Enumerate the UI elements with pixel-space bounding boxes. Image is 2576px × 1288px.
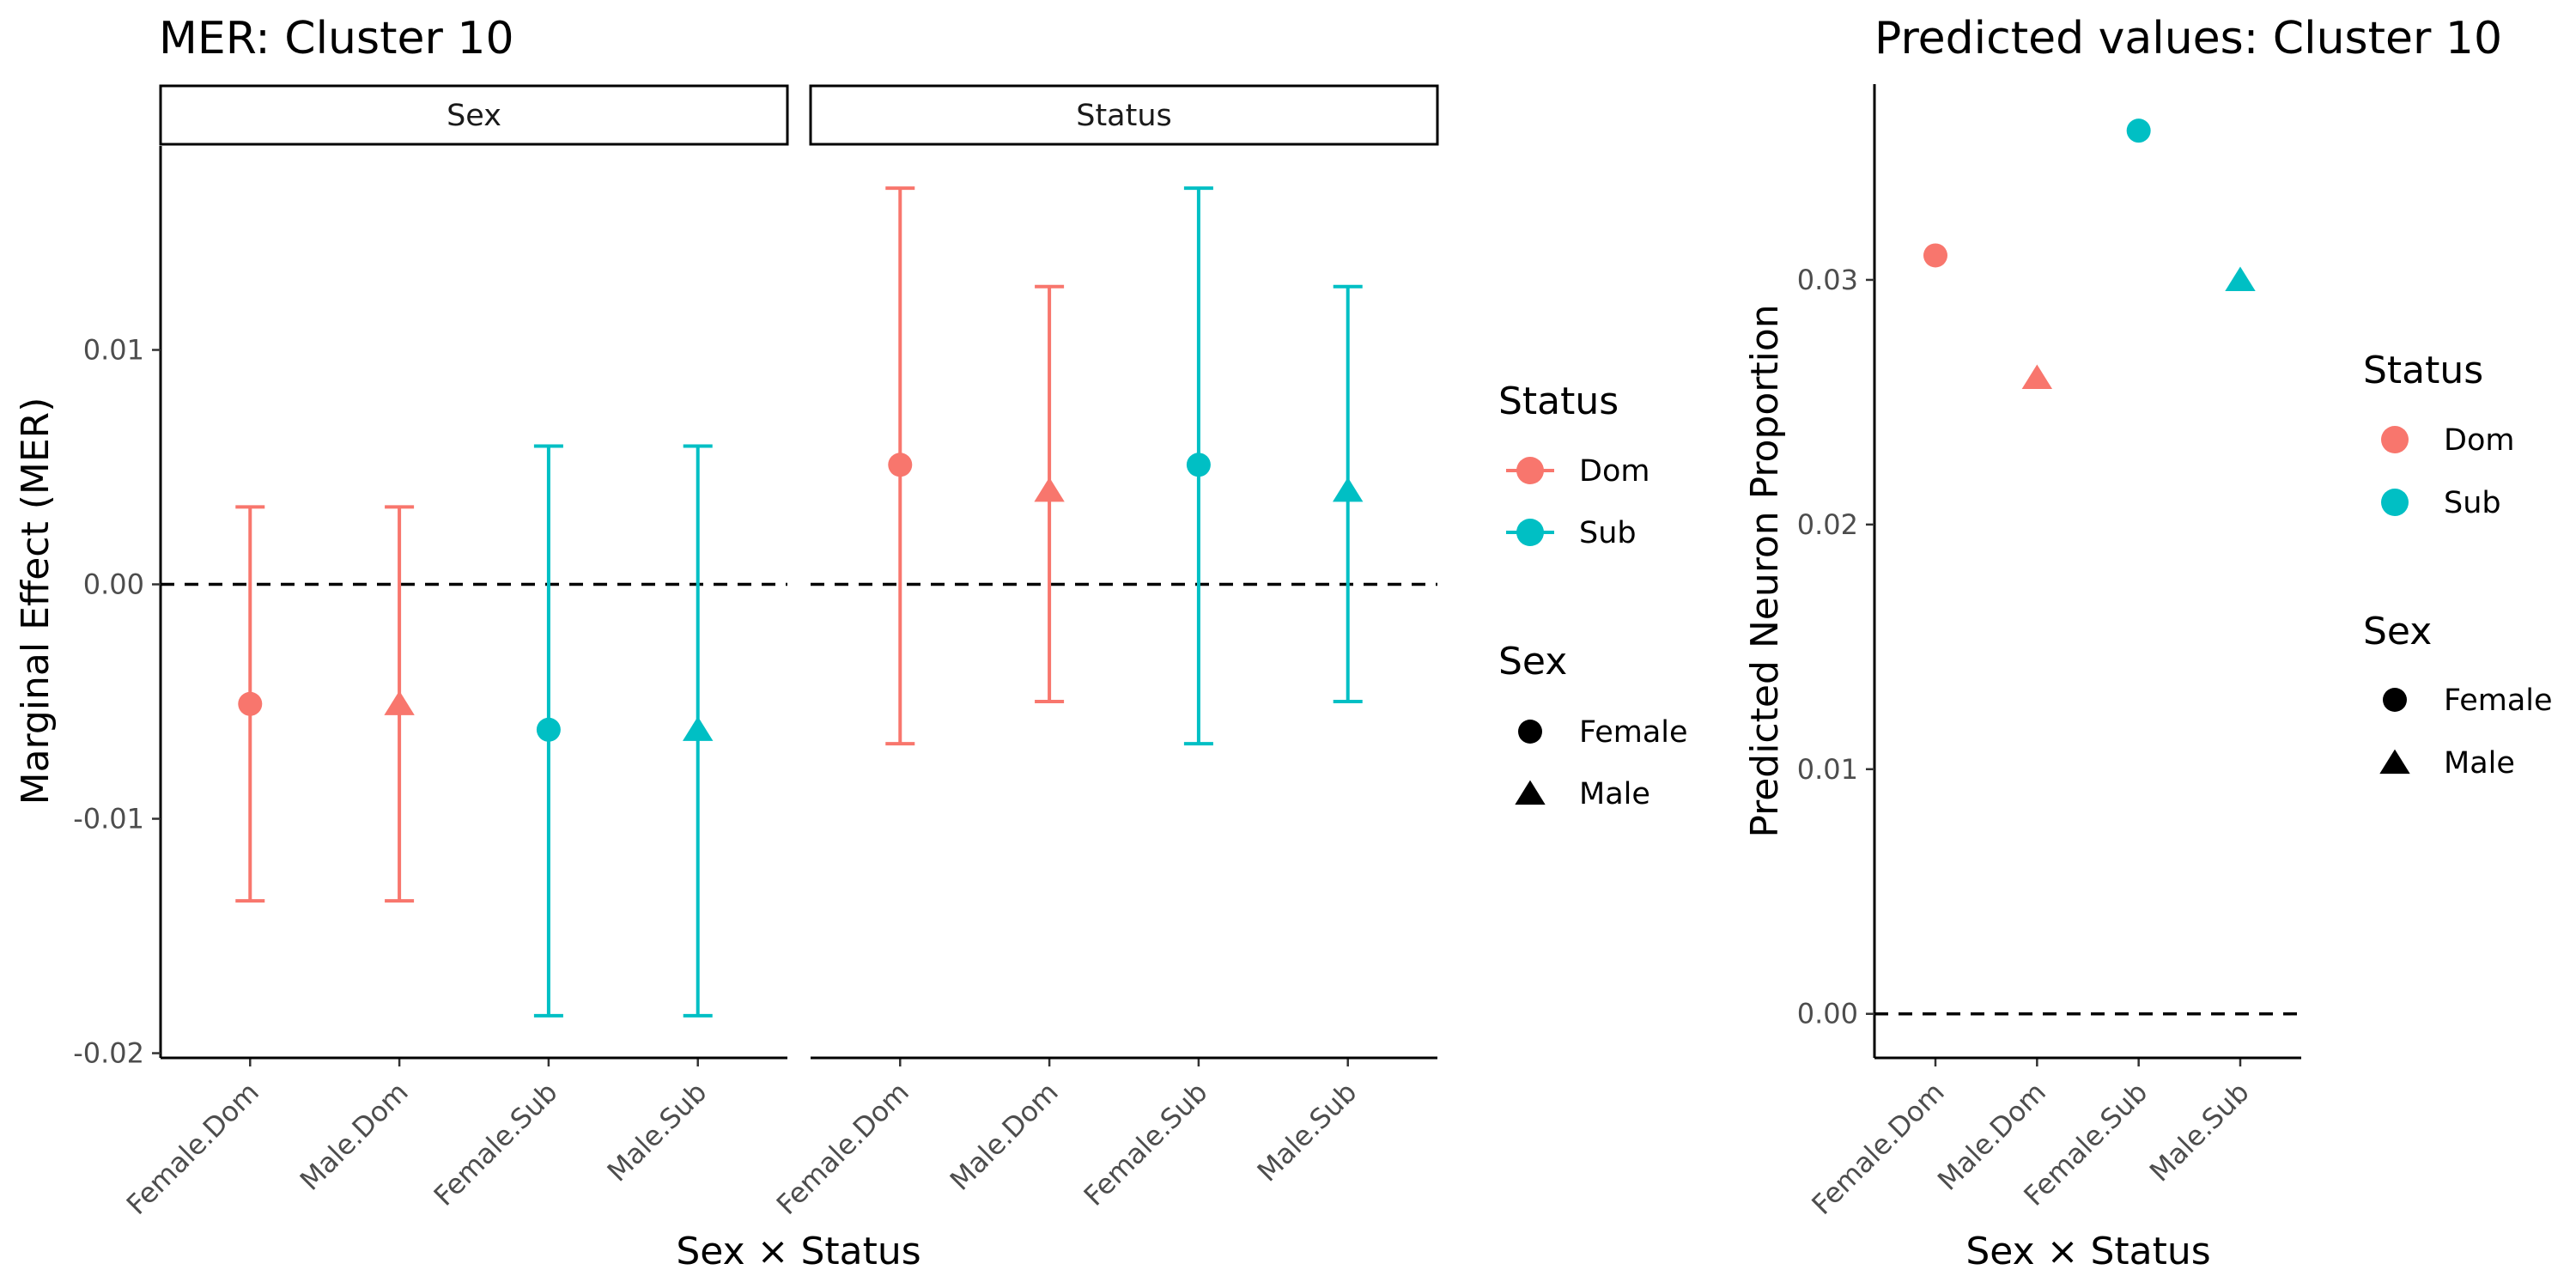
facet-strip-status-label: Status: [1076, 99, 1172, 133]
legend-sex-label: Female: [2444, 683, 2553, 718]
data-point: [1333, 477, 1364, 502]
mer-y-ticks: 0.01 0.00 -0.01 -0.02: [73, 334, 161, 1070]
predicted-y-axis-title: Predicted Neuron Proportion: [1743, 304, 1787, 837]
predicted-legend: Status Dom Sub Sex Female Male: [2363, 349, 2553, 781]
legend-sex-label: Male: [2444, 746, 2515, 781]
data-point: [2021, 364, 2053, 389]
mer-x-axis-title: Sex × Status: [676, 1230, 920, 1273]
y-tick-label: 0.00: [83, 568, 144, 601]
data-point: [683, 716, 714, 741]
predicted-chart-title: Predicted values: Cluster 10: [1874, 13, 2502, 64]
mer-y-axis-title: Marginal Effect (MER): [14, 398, 58, 805]
legend-status-label: Dom: [2444, 423, 2514, 458]
legend-sex-title: Sex: [1498, 640, 1567, 683]
facet-strip-status: Status: [809, 84, 1439, 146]
legend-status-label: Sub: [1579, 516, 1637, 550]
y-tick-label: -0.01: [73, 803, 144, 835]
legend-key-point: [1516, 519, 1544, 546]
legend-sex-label: Male: [1579, 777, 1650, 811]
y-tick-label: -0.02: [73, 1037, 144, 1070]
data-point: [1034, 477, 1065, 502]
predicted-y-ticks: 0.00 0.01 0.02 0.03: [1797, 264, 1874, 1030]
facet-strip-sex: Sex: [159, 84, 789, 146]
legend-sex-title: Sex: [2363, 610, 2432, 653]
y-tick-label: 0.02: [1797, 508, 1858, 541]
y-tick-label: 0.01: [83, 334, 144, 367]
legend-status-label: Sub: [2444, 486, 2501, 520]
mer-chart-title: MER: Cluster 10: [159, 13, 514, 64]
legend-key-point: [1516, 457, 1544, 484]
facet-strip-sex-label: Sex: [447, 99, 501, 133]
legend-key-shape: [1515, 780, 1546, 805]
data-point: [238, 691, 263, 716]
data-point: [536, 717, 561, 742]
legend-key-shape: [2383, 688, 2407, 712]
legend-status-title: Status: [2363, 349, 2483, 392]
y-tick-label: 0.03: [1797, 264, 1858, 296]
data-point: [2225, 266, 2256, 292]
data-point: [1186, 453, 1211, 477]
legend-key-point: [2381, 489, 2409, 516]
legend-key-point: [2381, 426, 2409, 453]
legend-key-shape: [2379, 749, 2410, 775]
legend-key-shape: [1518, 720, 1542, 744]
mer-legend: Status Dom Sub Sex Female Male: [1498, 380, 1688, 811]
legend-status-label: Dom: [1579, 454, 1649, 489]
data-point: [2126, 118, 2151, 143]
data-point: [384, 690, 415, 715]
y-tick-label: 0.00: [1797, 998, 1858, 1030]
legend-status-title: Status: [1498, 380, 1619, 423]
data-point: [1923, 243, 1947, 268]
data-point: [888, 453, 913, 477]
y-tick-label: 0.01: [1797, 753, 1858, 786]
predicted-x-axis-title: Sex × Status: [1965, 1230, 2210, 1273]
legend-sex-label: Female: [1579, 715, 1688, 750]
